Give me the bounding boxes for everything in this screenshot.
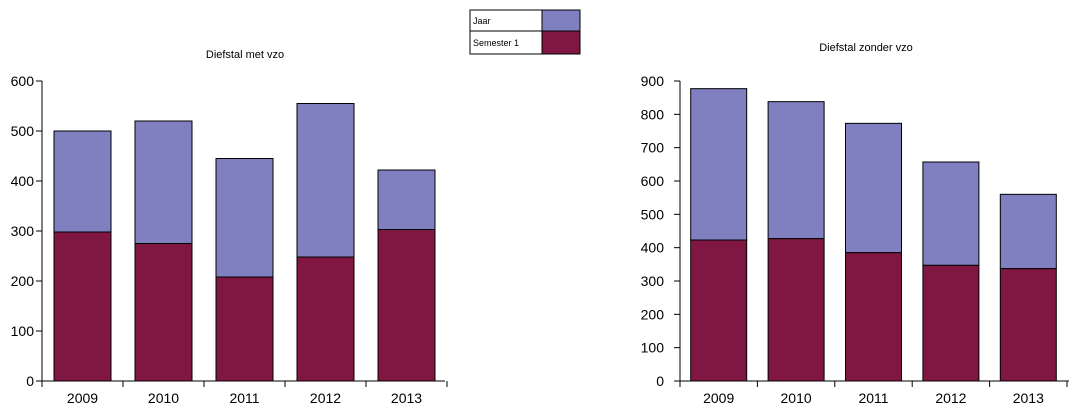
x-tick-label: 2011 xyxy=(858,390,888,405)
bar-jaar-2009 xyxy=(690,88,748,241)
chart-title: Diefstal zonder vzo xyxy=(819,42,913,54)
y-tick-label: 900 xyxy=(641,73,665,89)
bar-jaar-2010 xyxy=(767,101,825,240)
legend-semester-swatch xyxy=(541,30,581,55)
bar-jaar-2010 xyxy=(134,120,193,244)
bar-semester1-2009 xyxy=(53,231,112,382)
y-tick-label: 500 xyxy=(11,123,35,139)
bar-jaar-2013 xyxy=(999,193,1057,270)
legend-semester-label: Semester 1 xyxy=(473,38,519,48)
y-tick-label: 0 xyxy=(26,373,34,389)
chart-diefstal-met-vzo: Diefstal met vzo 2009 2010 2011 2012 2013 0 10… xyxy=(11,49,448,405)
bar-jaar-2011 xyxy=(845,122,902,254)
y-tick-label: 300 xyxy=(11,223,35,239)
bar-semester1-2011 xyxy=(845,252,902,382)
chart-title: Diefstal met vzo xyxy=(206,49,284,61)
y-tick-label: 100 xyxy=(11,323,35,339)
bar-semester1-2011 xyxy=(215,276,274,382)
bar-semester1-2013 xyxy=(999,268,1057,382)
bar-semester1-2010 xyxy=(767,238,825,382)
x-tick-label: 2013 xyxy=(1013,390,1044,405)
y-tick-label: 100 xyxy=(641,340,665,356)
y-tick-label: 400 xyxy=(11,173,35,189)
y-tick-label: 200 xyxy=(641,306,665,322)
y-tick-label: 200 xyxy=(11,273,35,289)
legend-jaar-label: Jaar xyxy=(473,16,491,26)
x-tick-label: 2009 xyxy=(67,390,98,405)
bar-jaar-2011 xyxy=(215,158,274,278)
bar-jaar-2009 xyxy=(53,130,112,233)
y-tick-label: 800 xyxy=(641,106,665,122)
x-tick-label: 2013 xyxy=(391,390,422,405)
y-tick-label: 500 xyxy=(641,206,665,222)
y-tick-label: 300 xyxy=(641,273,665,289)
x-tick-label: 2010 xyxy=(781,390,812,405)
y-tick-label: 600 xyxy=(641,173,665,189)
y-tick-label: 700 xyxy=(641,140,665,156)
x-tick-label: 2012 xyxy=(310,390,341,405)
legend-jaar-swatch xyxy=(541,9,581,32)
bar-jaar-2013 xyxy=(377,169,436,230)
x-tick-label: 2011 xyxy=(229,390,259,405)
bar-semester1-2012 xyxy=(922,264,980,382)
bar-jaar-2012 xyxy=(922,161,980,266)
x-tick-label: 2010 xyxy=(148,390,179,405)
x-tick-label: 2012 xyxy=(935,390,966,405)
bar-semester1-2009 xyxy=(690,239,748,382)
bar-semester1-2010 xyxy=(134,243,193,382)
bar-semester1-2012 xyxy=(296,256,355,382)
bar-jaar-2012 xyxy=(296,103,355,258)
chart-diefstal-zonder-vzo: Diefstal zonder vzo 2009 2010 2011 2012 2013… xyxy=(641,42,1069,405)
legend: Jaar Semester 1 xyxy=(469,9,581,55)
y-tick-label: 0 xyxy=(656,373,664,389)
x-tick-label: 2009 xyxy=(703,390,734,405)
y-tick-label: 400 xyxy=(641,240,665,256)
y-tick-label: 600 xyxy=(11,73,35,89)
bar-semester1-2013 xyxy=(377,229,436,382)
